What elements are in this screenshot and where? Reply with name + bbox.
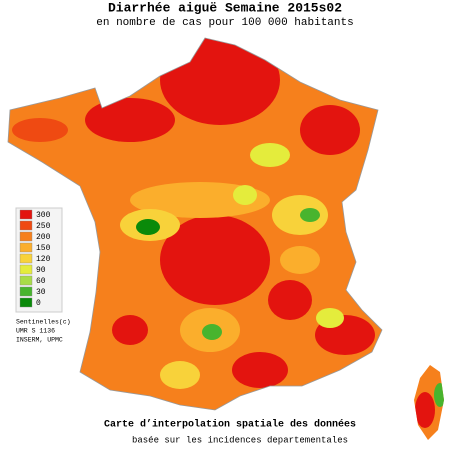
legend-swatch	[19, 253, 33, 264]
credit-line: UMR S 1136	[16, 328, 55, 335]
legend-swatch	[19, 297, 33, 308]
legend-swatch	[19, 286, 33, 297]
legend-label: 200	[36, 233, 51, 242]
legend-label: 120	[36, 255, 51, 264]
credit-line: INSERM, UPMC	[16, 337, 63, 344]
footer-title: Carte d’interpolation spatiale des donné…	[104, 419, 356, 431]
map-title: Diarrhée aiguë Semaine 2015s02	[108, 0, 342, 15]
legend-label: 90	[36, 266, 46, 275]
corsica-map	[414, 365, 444, 440]
legend-swatch	[19, 242, 33, 253]
france-outline	[7, 37, 383, 411]
legend-swatch	[19, 220, 33, 231]
credits: Sentinelles(c) UMR S 1136 INSERM, UPMC	[16, 319, 71, 344]
legend-label: 150	[36, 244, 51, 253]
map-subtitle: en nombre de cas pour 100 000 habitants	[96, 17, 353, 29]
credit-line: Sentinelles(c)	[16, 319, 71, 326]
legend-swatch	[19, 275, 33, 286]
legend-swatch	[19, 231, 33, 242]
legend-swatch	[19, 209, 33, 220]
footer-subtitle: basée sur les incidences departementales	[132, 435, 348, 445]
legend-label: 30	[36, 288, 46, 297]
legend-label: 60	[36, 277, 46, 286]
legend-swatch	[19, 264, 33, 275]
legend-label: 0	[36, 299, 41, 308]
legend-label: 300	[36, 211, 51, 220]
legend-label: 250	[36, 222, 51, 231]
